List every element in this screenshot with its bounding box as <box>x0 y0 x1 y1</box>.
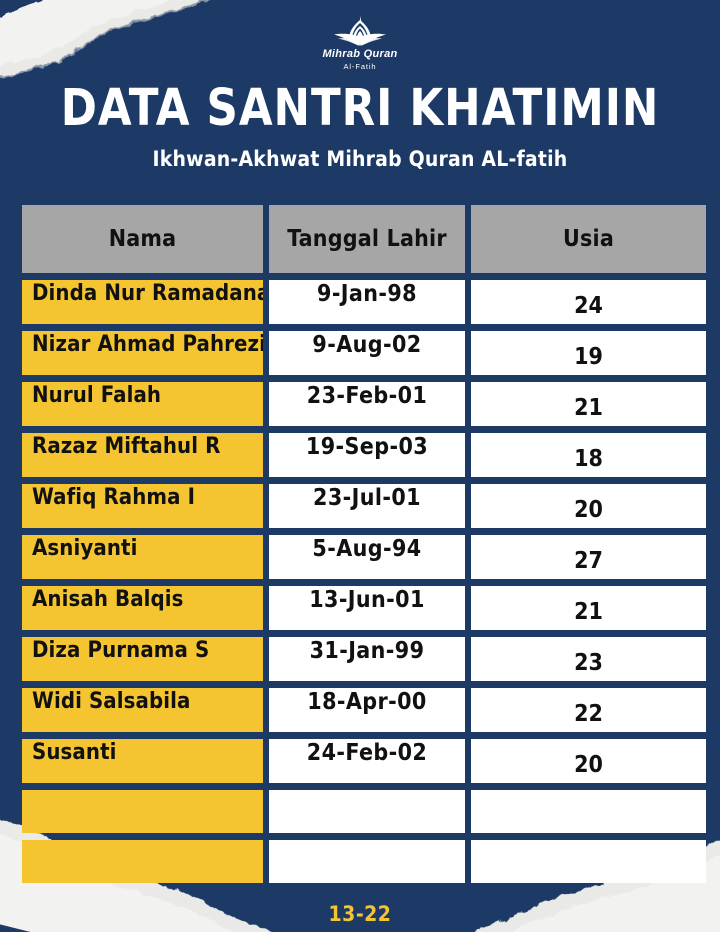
cell-nama: Anisah Balqis <box>22 585 263 630</box>
table-row: Widi Salsabila 18-Apr-00 22 <box>22 687 706 732</box>
cell-date <box>269 789 465 833</box>
cell-usia: 24 <box>471 279 706 324</box>
table-row-empty <box>22 839 706 883</box>
table-row: Nizar Ahmad Pahrezi 9-Aug-02 19 <box>22 330 706 375</box>
cell-date: 23-Feb-01 <box>269 381 465 426</box>
cell-nama: Nurul Falah <box>22 381 263 426</box>
table-row: Anisah Balqis 13-Jun-01 21 <box>22 585 706 630</box>
cell-usia: 18 <box>471 432 706 477</box>
cell-usia: 23 <box>471 636 706 681</box>
cell-usia: 19 <box>471 330 706 375</box>
cell-usia: 20 <box>471 738 706 783</box>
cell-nama: Diza Purnama S <box>22 636 263 681</box>
brand-sub: Al-Fatih <box>343 62 377 71</box>
cell-usia: 20 <box>471 483 706 528</box>
santri-table: Nama Tanggal Lahir Usia Dinda Nur Ramada… <box>22 204 706 883</box>
cell-nama: Razaz Miftahul R <box>22 432 263 477</box>
column-header-tanggal-lahir: Tanggal Lahir <box>269 204 465 273</box>
cell-date: 19-Sep-03 <box>269 432 465 477</box>
cell-usia: 21 <box>471 381 706 426</box>
cell-date: 9-Jan-98 <box>269 279 465 324</box>
cell-usia: 27 <box>471 534 706 579</box>
table-row: Wafiq Rahma I 23-Jul-01 20 <box>22 483 706 528</box>
table-row: Razaz Miftahul R 19-Sep-03 18 <box>22 432 706 477</box>
cell-nama: Widi Salsabila <box>22 687 263 732</box>
cell-nama: Dinda Nur Ramadana <box>22 279 263 324</box>
cell-nama <box>22 789 263 833</box>
cell-date: 31-Jan-99 <box>269 636 465 681</box>
table-row: Diza Purnama S 31-Jan-99 23 <box>22 636 706 681</box>
footer-label: 13-22 <box>328 901 392 926</box>
cell-date: 24-Feb-02 <box>269 738 465 783</box>
page-title: DATA SANTRI KHATIMIN <box>60 78 660 138</box>
cell-usia <box>471 839 706 883</box>
cell-nama: Wafiq Rahma I <box>22 483 263 528</box>
cell-nama: Nizar Ahmad Pahrezi <box>22 330 263 375</box>
cell-date <box>269 839 465 883</box>
cell-nama <box>22 839 263 883</box>
table-row: Dinda Nur Ramadana 9-Jan-98 24 <box>22 279 706 324</box>
table-header-row: Nama Tanggal Lahir Usia <box>22 204 706 273</box>
cell-date: 18-Apr-00 <box>269 687 465 732</box>
brand-name: Mihrab Quran <box>322 48 398 60</box>
table-row: Nurul Falah 23-Feb-01 21 <box>22 381 706 426</box>
poster-header: Mihrab Quran Al-Fatih DATA SANTRI KHATIM… <box>0 0 720 171</box>
table-row: Susanti 24-Feb-02 20 <box>22 738 706 783</box>
column-header-usia: Usia <box>471 204 706 273</box>
cell-date: 13-Jun-01 <box>269 585 465 630</box>
cell-date: 5-Aug-94 <box>269 534 465 579</box>
cell-date: 9-Aug-02 <box>269 330 465 375</box>
cell-usia <box>471 789 706 833</box>
cell-nama: Asniyanti <box>22 534 263 579</box>
table-row: Asniyanti 5-Aug-94 27 <box>22 534 706 579</box>
cell-nama: Susanti <box>22 738 263 783</box>
cell-date: 23-Jul-01 <box>269 483 465 528</box>
brand-logo: Mihrab Quran Al-Fatih <box>0 14 720 71</box>
mosque-arch-book-icon <box>334 16 386 46</box>
page-subtitle: Ikhwan-Akhwat Mihrab Quran AL-fatih <box>152 146 568 171</box>
cell-usia: 21 <box>471 585 706 630</box>
cell-usia: 22 <box>471 687 706 732</box>
table-row-empty <box>22 789 706 833</box>
column-header-nama: Nama <box>22 204 263 273</box>
